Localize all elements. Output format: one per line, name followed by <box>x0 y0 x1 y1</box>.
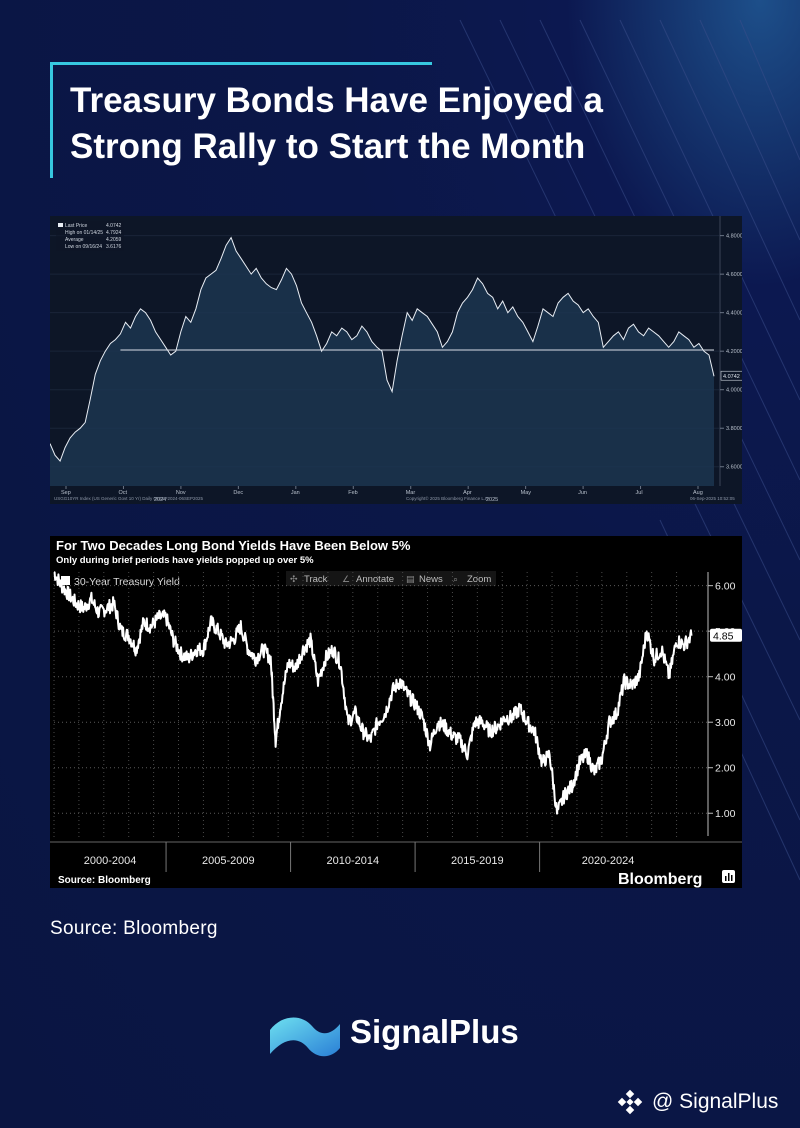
xtick-label: Nov <box>176 490 186 496</box>
legend-last-price-value: 4.0742 <box>106 223 122 229</box>
ytick-label: 4.0000 <box>726 388 742 394</box>
ytick-label: 4.4000 <box>726 311 742 317</box>
legend-average: Average <box>65 237 84 243</box>
xtick-label: Oct <box>118 490 127 496</box>
source-note: Source: Bloomberg <box>50 918 218 939</box>
ytick-label: 3.8000 <box>726 426 742 432</box>
period-label: 2015-2019 <box>451 855 504 867</box>
chart-source: Source: Bloomberg <box>58 875 151 886</box>
xtick-label: Jan <box>291 490 300 496</box>
social-handle-text: @ SignalPlus <box>652 1090 779 1113</box>
page-title-line-2: Strong Rally to Start the Month <box>70 126 586 166</box>
chart-title: For Two Decades Long Bond Yields Have Be… <box>56 538 411 553</box>
legend-low-value: 3.6176 <box>106 244 122 250</box>
ten-year-yield-svg: 3.6000 3.8000 4.0000 4.2000 4.4000 4.6000 4.80… <box>49 216 744 503</box>
title-block: Treasury Bonds Have Enjoyed a Strong Ral… <box>50 62 690 178</box>
ytick-label: 4.00 <box>715 672 736 684</box>
ytick-label: 1.00 <box>715 808 736 820</box>
zoom-icon[interactable]: ⌕ <box>453 574 458 584</box>
bloomberg-logo-text: Bloomberg <box>618 871 702 888</box>
period-label: 2000-2004 <box>84 855 137 867</box>
year-label: 2024 <box>154 497 166 503</box>
legend-average-value: 4.2059 <box>106 237 122 243</box>
toolbar-zoom-button[interactable]: Zoom <box>467 574 491 585</box>
thirty-year-yield-line <box>53 571 693 815</box>
last-value-tag <box>710 628 742 642</box>
legend-low: Low on 09/16/24 <box>65 244 102 250</box>
ytick-label: 4.8000 <box>726 234 742 240</box>
xtick-label: Dec <box>233 490 243 496</box>
ytick-label: 4.6000 <box>726 272 742 278</box>
title-accent-bar-top <box>50 62 432 65</box>
xtick-label: Sep <box>61 490 71 496</box>
thirty-year-yield-svg: For Two Decades Long Bond Yields Have Be… <box>50 538 742 888</box>
toolbar-annotate-button[interactable]: Annotate <box>356 574 394 585</box>
ten-year-yield-chart: 3.6000 3.8000 4.0000 4.2000 4.4000 4.6000 4.80… <box>49 216 744 504</box>
legend-last-price: Last Price <box>65 223 87 229</box>
period-label: 2010-2014 <box>327 855 380 867</box>
chart-footer-center: Copyright© 2025 Bloomberg Finance L.P. <box>406 495 489 501</box>
xtick-label: Jul <box>636 490 643 496</box>
toolbar-track-button[interactable]: Track <box>304 574 328 585</box>
ytick-label: 4.2000 <box>726 349 742 355</box>
last-value-label: 4.85 <box>713 631 734 643</box>
annotate-icon[interactable]: ∠ <box>342 574 350 584</box>
chart-footer-right: 06-Sep-2025 10:52:05 <box>690 496 735 501</box>
year-label: 2025 <box>486 497 498 503</box>
signalplus-logo-icon <box>270 1017 340 1057</box>
page-title: Treasury Bonds Have Enjoyed a Strong Ral… <box>70 78 603 169</box>
chart-subtitle: Only during brief periods have yields po… <box>56 555 314 566</box>
bloomberg-terminal-icon <box>722 870 735 883</box>
toolbar-news-button[interactable]: News <box>419 574 443 585</box>
social-handle: @ SignalPlus <box>616 1088 778 1118</box>
signalplus-logo-text: SignalPlus <box>350 1013 519 1050</box>
xtick-label: Feb <box>348 490 357 496</box>
thirty-year-yield-chart: For Two Decades Long Bond Yields Have Be… <box>50 536 742 888</box>
ten-year-yield-line <box>49 236 715 462</box>
period-label: 2005-2009 <box>202 855 255 867</box>
chart-legend: 30-Year Treasury Yield <box>61 576 180 588</box>
ytick-label: 6.00 <box>715 581 736 593</box>
track-icon[interactable]: ✣ <box>290 574 298 584</box>
legend-series-name: 30-Year Treasury Yield <box>74 576 180 588</box>
ytick-label: 2.00 <box>715 763 736 775</box>
last-price-label: 4.0742 <box>723 374 740 380</box>
ten-year-legend: Last Price 4.0742 High on 01/14/25 4.792… <box>56 221 124 251</box>
news-icon[interactable]: ▤ <box>406 574 415 584</box>
title-accent-bar-left <box>50 62 53 178</box>
legend-high-value: 4.7924 <box>106 230 122 236</box>
chart-footer-left: USGG10YR Index (US Generic Govt 10 Yr) D… <box>54 496 203 501</box>
ytick-label: 3.00 <box>715 717 736 729</box>
xtick-label: Jun <box>578 490 587 496</box>
xtick-label: Apr <box>463 490 472 496</box>
period-label: 2020-2024 <box>582 855 635 867</box>
xtick-label: Aug <box>693 490 703 496</box>
ytick-label: 3.6000 <box>726 465 742 471</box>
page-title-line-1: Treasury Bonds Have Enjoyed a <box>70 81 603 120</box>
ten-year-yield-area <box>50 237 714 486</box>
signalplus-logo: SignalPlus <box>268 1008 538 1062</box>
legend-high: High on 01/14/25 <box>65 230 103 236</box>
xtick-label: Mar <box>406 490 416 496</box>
xtick-label: May <box>521 490 532 496</box>
binance-diamond-icon <box>617 1089 643 1115</box>
chart-toolbar: ✣ Track ∠ Annotate ▤ News ⌕ Zoom <box>286 571 496 586</box>
